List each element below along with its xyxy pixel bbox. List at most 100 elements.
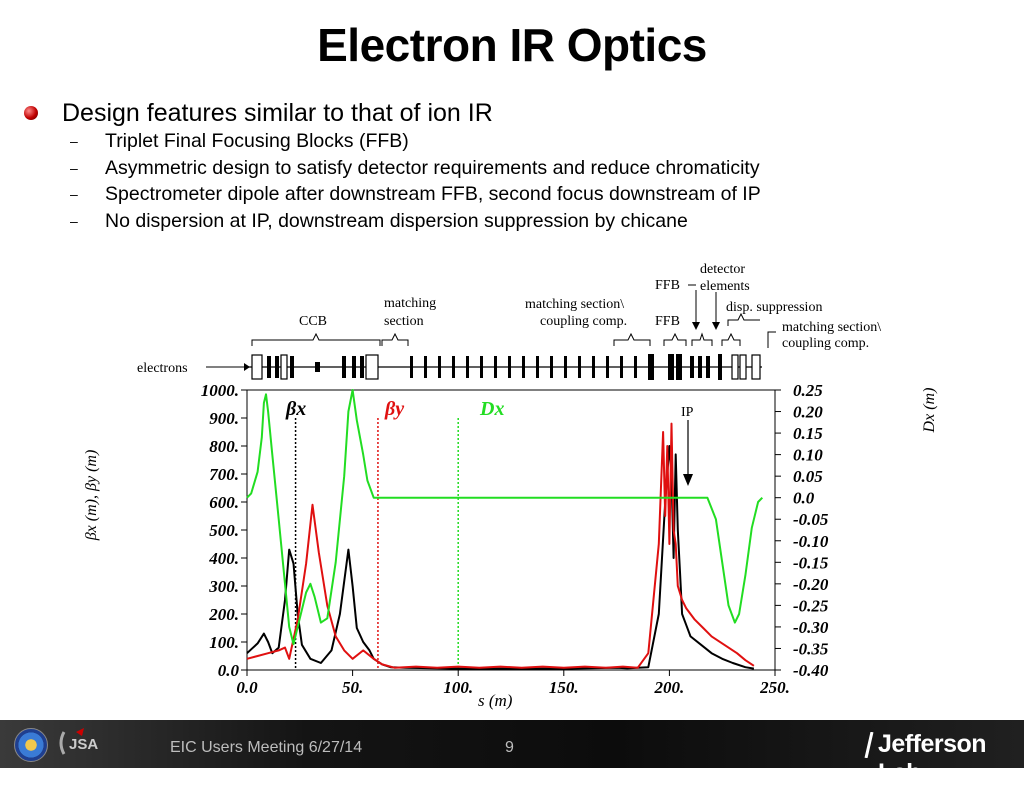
footer-meeting: EIC Users Meeting 6/27/14 (170, 739, 363, 756)
lattice-quad (480, 356, 483, 378)
x-tick-label: 100. (443, 678, 473, 697)
detector-brace (691, 332, 713, 346)
ccb-label: CCB (299, 314, 327, 329)
y-right-tick-label: -0.10 (793, 532, 829, 551)
ip-arrowhead-icon (683, 474, 693, 486)
series-line (246, 445, 755, 670)
sub-bullet: – No dispersion at IP, downstream dispers… (20, 208, 761, 235)
y-right-tick-label: -0.30 (793, 618, 829, 637)
x-tick-label: 0.0 (236, 678, 258, 697)
series-markers (294, 418, 459, 670)
ffb-label-1: FFB (655, 278, 680, 293)
disp-brace (727, 312, 760, 326)
x-axis-title: s (m) (478, 691, 513, 710)
matching-coupling-brace-1 (613, 332, 651, 346)
dash-icon: – (70, 133, 78, 149)
y-right-tick-label: -0.15 (793, 553, 829, 572)
lattice-quad (648, 354, 654, 380)
footer-bar: JSA EIC Users Meeting 6/27/14 9 Jefferso… (0, 720, 1024, 787)
matching-coupling-label-1b: coupling comp. (540, 314, 627, 329)
bullet-main-text: Design features similar to that of ion I… (62, 99, 493, 127)
y-left-tick-label: 200. (208, 605, 239, 624)
lattice-elements (251, 354, 761, 380)
matching-coupling-label-2b: coupling comp. (782, 336, 869, 351)
ffb-brace-1 (663, 332, 687, 346)
legend-by: βy (384, 398, 404, 420)
y-right-tick-label: -0.35 (793, 639, 829, 658)
lattice-quad (360, 356, 364, 378)
ccb-brace (251, 332, 381, 346)
lattice-quad (508, 356, 511, 378)
y-left-tick-label: 700. (209, 465, 239, 484)
jsa-logo-icon: JSA (59, 728, 98, 755)
dash-icon: – (70, 212, 78, 229)
lattice-quad (578, 356, 581, 378)
series-line (246, 389, 764, 646)
x-tick-labels: 0.0 50. 100. 150. 200. 250. (236, 678, 790, 697)
electrons-label: electrons (137, 361, 188, 376)
x-tick-label: 150. (549, 678, 579, 697)
sub-bullet: – Spectrometer dipole after downstream FF… (20, 181, 761, 208)
footer-lab-logo: Jefferson Lab (878, 730, 987, 787)
y-right-axis-title: Dx (m) (921, 388, 938, 434)
lattice-dipole (280, 354, 288, 380)
lattice-quad (564, 356, 567, 378)
y-right-tick-labels: 0.25 0.20 0.15 0.10 0.05 0.0 -0.05 -0.10 -0.15 -0… (793, 381, 829, 680)
ffb-arrowhead-icon (692, 322, 700, 330)
detector-label-1: detector (700, 262, 745, 277)
lattice-quad (275, 356, 279, 378)
y-right-tick-label: 0.20 (793, 403, 823, 422)
electrons-arrowhead-icon (244, 363, 250, 371)
y-left-tick-label: 900. (209, 409, 239, 428)
matching-label-2: section (384, 314, 424, 329)
lattice-quad (620, 356, 623, 378)
lattice-quad (267, 356, 271, 378)
matching-coupling-brace-2 (767, 331, 776, 348)
lattice-dipole (251, 354, 263, 380)
y-left-tick-label: 0.0 (218, 661, 240, 680)
lattice-dipole (739, 354, 747, 380)
y-right-tick-label: -0.05 (793, 510, 829, 529)
matching-label-1: matching (384, 296, 436, 311)
ip-label: IP (681, 405, 694, 420)
sub-bullet-text: No dispersion at IP, downstream dispersi… (105, 209, 688, 232)
x-tick-label: 200. (654, 678, 685, 697)
lattice-quad (536, 356, 539, 378)
lattice-quad (698, 356, 702, 378)
matching-coupling-label-1a: matching section\ (525, 297, 624, 312)
footer-page-number: 9 (505, 739, 514, 756)
lattice-quad (676, 354, 682, 380)
y-right-tick-label: 0.25 (793, 381, 823, 400)
y-left-tick-labels: 1000. 900. 800. 700. 600. 500. 400. 300. 200. 100… (201, 381, 240, 680)
sub-bullet-text: Spectrometer dipole after downstream FFB… (105, 183, 761, 205)
legend-bx: βx (285, 398, 306, 420)
sub-bullet-text: Asymmetric design to satisfy detector re… (105, 156, 760, 179)
lattice-quad (290, 356, 294, 378)
ffb-brace-2 (721, 332, 741, 346)
bullet-dot-icon (24, 106, 38, 120)
lattice-schematic: electrons CCB matching section matching … (137, 262, 881, 380)
lattice-quad (466, 356, 469, 378)
lattice-quad (494, 356, 497, 378)
disp-suppression-label: disp. suppression (726, 300, 822, 315)
y-left-tick-label: 800. (209, 437, 239, 456)
lattice-quad (668, 354, 674, 380)
lattice-quad (410, 356, 413, 378)
y-right-tick-label: -0.40 (793, 661, 829, 680)
y-right-tick-label: -0.25 (793, 596, 829, 615)
optics-chart: electrons CCB matching section matching … (83, 262, 938, 710)
lattice-dipole (751, 354, 761, 380)
lattice-quad (342, 356, 346, 378)
y-left-tick-label: 400. (208, 549, 239, 568)
lattice-quad (352, 356, 356, 378)
x-tick-label: 50. (342, 678, 363, 697)
series-line (246, 422, 755, 669)
axis-ticks (241, 389, 781, 676)
dash-icon: – (70, 159, 78, 176)
lattice-quad (424, 356, 427, 378)
lattice-dipole (365, 354, 379, 380)
lattice-quad (606, 356, 609, 378)
dash-icon: – (70, 186, 78, 202)
y-left-tick-label: 600. (209, 493, 239, 512)
jsa-logo-text: JSA (69, 736, 98, 753)
